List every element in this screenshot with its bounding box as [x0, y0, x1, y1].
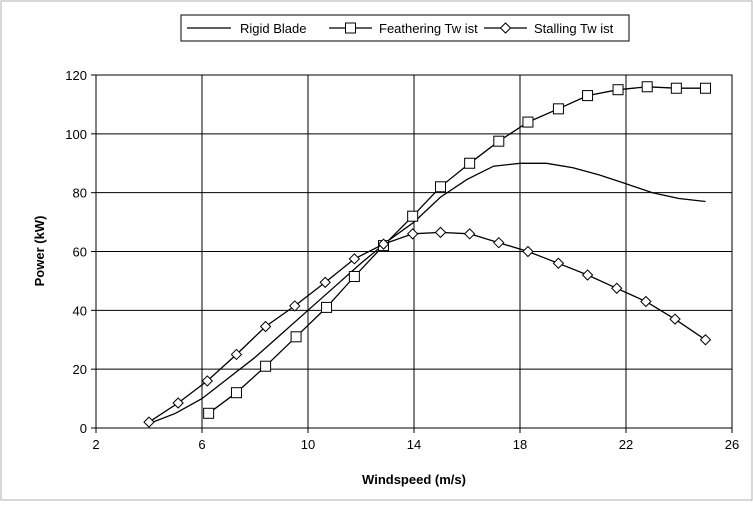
data-point-feathering-tw-ist: [230, 387, 242, 399]
data-point-stalling-tw-ist: [640, 295, 652, 308]
x-tick-label: 2: [92, 437, 99, 452]
legend-label: Rigid Blade: [240, 21, 307, 36]
series-rigid-blade: [148, 162, 706, 425]
legend-entry-rigid-blade: Rigid Blade: [187, 21, 307, 36]
data-point-stalling-tw-ist: [201, 375, 214, 387]
data-point-feathering-tw-ist: [582, 90, 594, 102]
data-point-stalling-tw-ist: [377, 238, 390, 250]
data-point-feathering-tw-ist: [435, 181, 446, 193]
legend-marker-diamond: [499, 22, 512, 34]
y-axis-title: Power (kW): [32, 216, 47, 287]
data-point-stalling-tw-ist: [289, 300, 301, 312]
x-tick-label: 18: [513, 437, 527, 452]
x-tick-label: 22: [619, 437, 633, 452]
data-point-stalling-tw-ist: [493, 236, 505, 249]
data-point-stalling-tw-ist: [669, 313, 681, 325]
legend: Rigid Blade Feathering Tw ist Stalling Tw …: [180, 14, 630, 42]
data-point-stalling-tw-ist: [434, 226, 447, 239]
series-stalling-tw-ist: [143, 226, 712, 428]
data-point-stalling-tw-ist: [581, 269, 594, 281]
legend-entry-feathering-tw-ist: Feathering Tw ist: [329, 21, 478, 36]
legend-label: Stalling Tw ist: [534, 21, 614, 36]
data-point-feathering-tw-ist: [321, 301, 333, 313]
data-point-feathering-tw-ist: [290, 331, 302, 343]
data-point-feathering-tw-ist: [407, 210, 419, 222]
data-point-feathering-tw-ist: [522, 116, 534, 128]
data-point-stalling-tw-ist: [172, 397, 184, 409]
x-tick-label: 6: [198, 437, 205, 452]
data-point-stalling-tw-ist: [230, 348, 243, 361]
data-point-feathering-tw-ist: [612, 84, 624, 96]
y-tick-label: 40: [73, 303, 87, 318]
y-tick-label: 100: [65, 127, 87, 142]
data-point-stalling-tw-ist: [611, 282, 623, 294]
data-point-stalling-tw-ist: [259, 320, 272, 333]
data-point-stalling-tw-ist: [552, 257, 565, 269]
data-point-stalling-tw-ist: [463, 228, 476, 240]
x-tick-label: 26: [725, 437, 739, 452]
legend-entry-stalling-tw-ist: Stalling Tw ist: [484, 21, 614, 36]
data-point-feathering-tw-ist: [493, 135, 505, 147]
data-point-feathering-tw-ist: [670, 82, 682, 94]
legend-marker-square: [345, 22, 356, 34]
data-point-stalling-tw-ist: [348, 253, 361, 265]
x-tick-label: 10: [301, 437, 315, 452]
series-line-stalling-tw-ist: [148, 231, 706, 423]
y-tick-label: 20: [73, 362, 87, 377]
data-point-feathering-tw-ist: [260, 360, 272, 372]
data-point-feathering-tw-ist: [464, 157, 476, 169]
data-point-feathering-tw-ist: [700, 82, 711, 94]
x-tick-label: 14: [407, 437, 421, 452]
legend-box: [180, 14, 630, 42]
data-point-stalling-tw-ist: [406, 228, 419, 240]
legend-label: Feathering Tw ist: [379, 21, 478, 36]
data-point-stalling-tw-ist: [699, 334, 712, 346]
data-point-feathering-tw-ist: [552, 103, 564, 115]
y-tick-label: 60: [73, 245, 87, 260]
gridlines: [96, 75, 732, 428]
y-tick-label: 120: [65, 68, 87, 83]
y-tick-label: 0: [80, 421, 87, 436]
data-point-stalling-tw-ist: [522, 245, 534, 258]
data-point-stalling-tw-ist: [143, 416, 155, 428]
y-tick-label: 80: [73, 186, 87, 201]
data-point-feathering-tw-ist: [641, 81, 653, 93]
data-point-feathering-tw-ist: [203, 407, 215, 419]
data-point-stalling-tw-ist: [319, 276, 331, 289]
series-line-rigid-blade: [148, 162, 706, 425]
series-group: [143, 81, 712, 428]
data-point-feathering-tw-ist: [348, 271, 360, 283]
x-axis-title: Windspeed (m/s): [362, 472, 466, 487]
